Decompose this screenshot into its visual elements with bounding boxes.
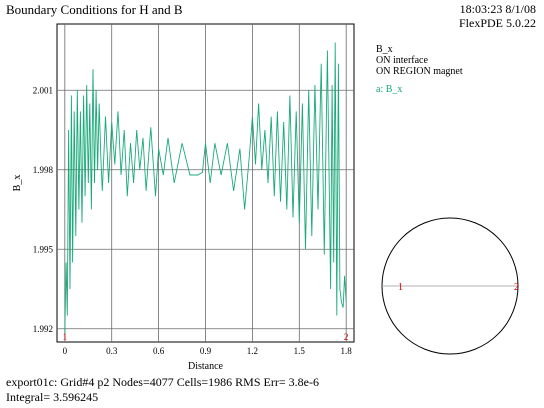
inset-point-label-1: 1	[398, 282, 403, 293]
software-version: FlexPDE 5.0.22	[458, 16, 536, 30]
legend-text: B_x ON interface ON REGION magnet	[376, 44, 463, 77]
inset-point-label-2: 2	[514, 282, 519, 293]
x-tick-label: 0.3	[106, 346, 118, 356]
end-marker: 1	[63, 332, 68, 342]
x-tick-label: 1.2	[247, 346, 258, 356]
series-line	[64, 42, 347, 335]
legend-line-variable: B_x	[376, 44, 393, 55]
legend-line-region: ON REGION magnet	[376, 66, 463, 77]
x-tick-label: 0	[63, 346, 68, 356]
legend-series-label: a: B_x	[376, 84, 403, 95]
y-tick-label: 2.001	[33, 85, 53, 95]
page-title: Boundary Conditions for H and B	[6, 2, 183, 17]
x-tick-label: 1.8	[341, 346, 353, 356]
footer-stats: export01c: Grid#4 p2 Nodes=4077 Cells=19…	[6, 375, 319, 389]
x-axis-label: Distance	[188, 361, 224, 372]
end-marker: 2	[344, 332, 349, 342]
y-tick-label: 1.995	[33, 244, 54, 254]
y-axis-label: B_x	[12, 175, 23, 192]
timestamp-block: 18:03:23 8/1/08 FlexPDE 5.0.22	[459, 2, 536, 30]
x-tick-label: 0.6	[153, 346, 165, 356]
legend-line-interface: ON interface	[376, 55, 428, 66]
timestamp: 18:03:23 8/1/08	[459, 2, 536, 16]
x-tick-label: 1.5	[294, 346, 306, 356]
domain-inset: 1 2	[381, 217, 519, 355]
y-tick-label: 1.992	[33, 324, 53, 334]
x-tick-label: 0.9	[200, 346, 212, 356]
footer-integral: Integral= 3.596245	[6, 390, 99, 404]
y-tick-label: 1.998	[33, 165, 54, 175]
